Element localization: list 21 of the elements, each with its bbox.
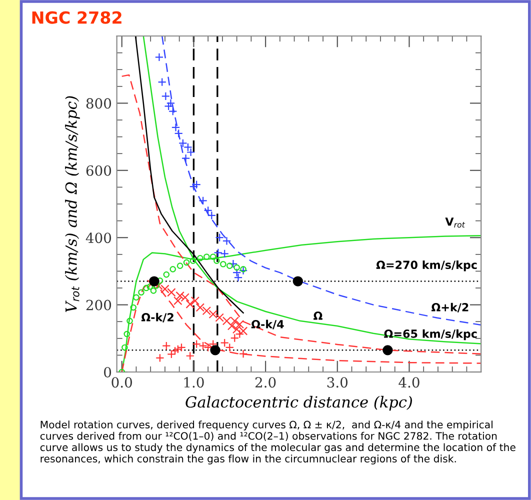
x-tick-label: 1.0: [184, 377, 204, 388]
ref-line-label: Ω=270 km/s/kpc: [376, 260, 477, 272]
x-tick-label: 2.0: [255, 377, 276, 388]
x-axis-title: Galactocentric distance (kpc): [186, 396, 412, 411]
y-tick-label: 600: [86, 165, 112, 176]
y-axis-title: V$_{rot}$ (km/s) and Ω (km/s/kpc): [65, 96, 80, 312]
series-label: V$_{rot}$: [445, 218, 466, 228]
y-tick-label: 0: [104, 366, 112, 378]
x-tick-label: 4.0: [398, 377, 420, 388]
y-tick-label: 200: [86, 300, 112, 310]
series-label: Ω: [314, 311, 322, 320]
ref-line-label: Ω=65 km/s/kpc: [384, 329, 477, 340]
x-tick-label: 0.0: [112, 377, 132, 388]
y-tick-label: 400: [86, 232, 112, 244]
x-tick-label: 3.0: [327, 377, 348, 388]
y-tick-label: 800: [86, 98, 112, 109]
text: Model rotation curves, derived frequency curves Ω, Ω ± κ/2, and Ω-κ/4 and the empirical curves derived from our ¹²CO(1–0) and ¹²CO(2–1) observations for NGC 2782. The rotation curve allows us to study the dynamics of the molecular gas and determine the location of the resonances, which constrain the gas flow in the circumnuclear regions of the disk.: [40, 420, 516, 464]
series-label: Ω+k/2: [432, 302, 468, 312]
series-label: Ω-k/2: [141, 312, 174, 322]
chart-title: NGC 2782: [32, 11, 122, 24]
series-label: Ω-k/4: [251, 320, 284, 330]
